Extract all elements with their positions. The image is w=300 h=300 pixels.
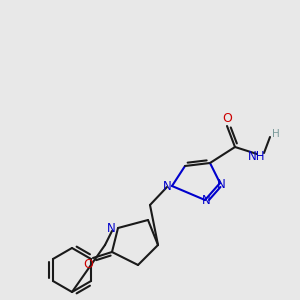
Text: N: N xyxy=(163,179,171,193)
Text: O: O xyxy=(83,257,93,271)
Text: N: N xyxy=(202,194,210,208)
Text: NH: NH xyxy=(248,151,266,164)
Text: N: N xyxy=(106,221,116,235)
Text: O: O xyxy=(222,112,232,125)
Text: N: N xyxy=(217,178,225,190)
Text: H: H xyxy=(272,129,280,139)
